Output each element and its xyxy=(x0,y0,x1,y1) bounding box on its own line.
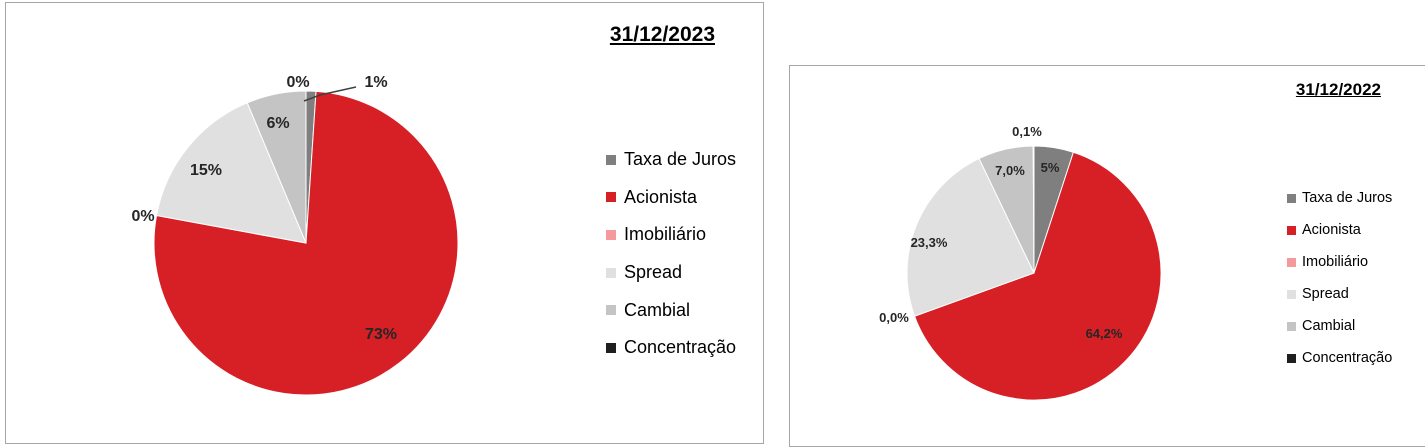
data-label-imobiliario: 0,0% xyxy=(879,310,909,325)
legend-2023: Taxa de Juros Acionista Imobiliário Spread C… xyxy=(606,141,736,367)
legend-swatch xyxy=(606,192,616,203)
legend-item-imobiliario: Imobiliário xyxy=(1287,246,1392,278)
pie-slice-cambial xyxy=(246,90,307,244)
data-label-cambial: 6% xyxy=(266,115,289,132)
legend-swatch xyxy=(606,154,616,165)
legend-item-spread: Spread xyxy=(1287,278,1392,310)
legend-label: Imobiliário xyxy=(1302,254,1369,270)
legend-swatch xyxy=(1287,353,1296,363)
data-label-spread: 15% xyxy=(190,162,222,179)
data-label-taxa-de-juros: 1% xyxy=(364,74,387,91)
legend-label: Taxa de Juros xyxy=(624,149,737,170)
legend-item-acionista: Acionista xyxy=(1287,214,1392,246)
legend-label: Acionista xyxy=(624,186,698,207)
chart-panel-2023: 31/12/2023 1% 73% 0% 15% 6% 0% Taxa de Juros A… xyxy=(5,2,764,444)
pie-slice-spread xyxy=(906,157,1035,317)
legend-item-imobiliario: Imobiliário xyxy=(606,216,736,254)
pie-chart-2023: 1% 73% 0% 15% 6% 0% xyxy=(131,74,459,396)
legend-label: Spread xyxy=(1302,286,1349,302)
legend-label: Cambial xyxy=(1302,318,1356,334)
data-label-concentracao: 0,1% xyxy=(1012,124,1042,139)
pie-slice-spread xyxy=(155,102,307,244)
pie-slice-concentracao xyxy=(1032,145,1035,274)
chart-title: 31/12/2022 xyxy=(1295,80,1381,99)
legend-item-spread: Spread xyxy=(606,254,736,292)
legend-swatch xyxy=(606,342,616,353)
data-label-cambial: 7,0% xyxy=(995,163,1025,178)
legend-item-cambial: Cambial xyxy=(606,291,736,329)
legend-swatch xyxy=(606,305,616,316)
chart-panel-2022: 31/12/2022 5% 64,2% 0,0% 23,3% 7,0% 0,1% Taxa… xyxy=(789,65,1425,447)
data-label-imobiliario: 0% xyxy=(131,208,154,225)
legend-label: Concentração xyxy=(624,337,737,358)
legend-item-concentracao: Concentração xyxy=(606,329,736,367)
chart-title: 31/12/2023 xyxy=(609,23,715,46)
legend-label: Taxa de Juros xyxy=(1302,190,1393,206)
legend-item-concentracao: Concentração xyxy=(1287,342,1392,374)
legend-item-taxa-de-juros: Taxa de Juros xyxy=(606,141,736,179)
data-label-spread: 23,3% xyxy=(911,235,948,250)
data-label-concentracao: 0% xyxy=(286,74,309,91)
data-label-acionista: 64,2% xyxy=(1086,326,1123,341)
legend-swatch xyxy=(1287,257,1296,267)
legend-swatch xyxy=(1287,321,1296,331)
legend-item-acionista: Acionista xyxy=(606,179,736,217)
legend-label: Imobiliário xyxy=(624,224,707,245)
legend-item-cambial: Cambial xyxy=(1287,310,1392,342)
data-label-acionista: 73% xyxy=(365,326,397,343)
legend-swatch xyxy=(1287,289,1296,299)
legend-2022: Taxa de Juros Acionista Imobiliário Spread C… xyxy=(1287,182,1392,374)
legend-label: Cambial xyxy=(624,299,691,320)
legend-swatch xyxy=(606,229,616,240)
legend-item-taxa-de-juros: Taxa de Juros xyxy=(1287,182,1392,214)
legend-swatch xyxy=(606,267,616,278)
legend-swatch xyxy=(1287,225,1296,235)
legend-label: Concentração xyxy=(1302,350,1393,366)
legend-label: Acionista xyxy=(1302,222,1361,238)
pie-chart-2022: 5% 64,2% 0,0% 23,3% 7,0% 0,1% xyxy=(879,124,1162,401)
data-label-taxa-de-juros: 5% xyxy=(1041,160,1060,175)
leader-line xyxy=(303,86,357,102)
legend-label: Spread xyxy=(624,262,683,283)
legend-swatch xyxy=(1287,193,1296,203)
pie-slice-acionista xyxy=(913,151,1162,401)
